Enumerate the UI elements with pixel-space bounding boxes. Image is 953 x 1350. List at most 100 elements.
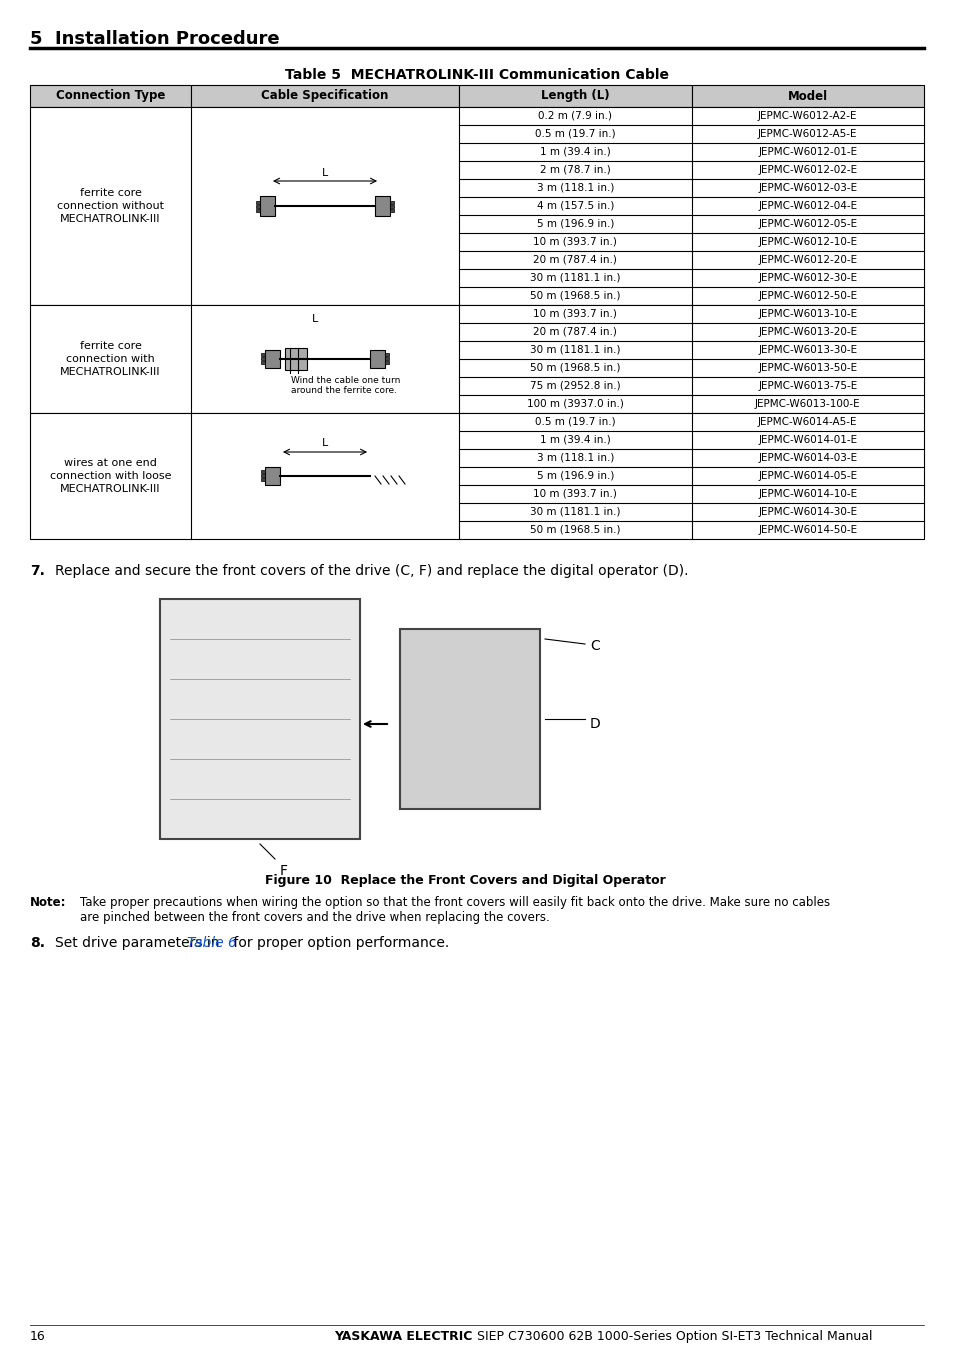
Text: 2 m (78.7 in.): 2 m (78.7 in.) xyxy=(539,165,610,176)
Text: Cable Specification: Cable Specification xyxy=(261,89,388,103)
Bar xyxy=(285,348,307,370)
Text: MECHATROLINK-III: MECHATROLINK-III xyxy=(60,485,160,494)
Text: 16: 16 xyxy=(30,1330,46,1343)
Text: MECHATROLINK-III: MECHATROLINK-III xyxy=(60,367,160,377)
Text: 20 m (787.4 in.): 20 m (787.4 in.) xyxy=(533,327,617,338)
Text: JEPMC-W6013-100-E: JEPMC-W6013-100-E xyxy=(754,400,860,409)
Text: L: L xyxy=(321,437,328,448)
Text: Take proper precautions when wiring the option so that the front covers will eas: Take proper precautions when wiring the … xyxy=(80,896,829,923)
Text: YASKAWA ELECTRIC: YASKAWA ELECTRIC xyxy=(334,1330,476,1343)
Bar xyxy=(458,85,691,107)
Bar xyxy=(261,470,265,472)
Bar xyxy=(265,350,280,369)
Text: JEPMC-W6013-75-E: JEPMC-W6013-75-E xyxy=(758,381,857,392)
Text: 10 m (393.7 in.): 10 m (393.7 in.) xyxy=(533,238,617,247)
Text: JEPMC-W6012-01-E: JEPMC-W6012-01-E xyxy=(758,147,857,157)
Bar xyxy=(691,85,923,107)
Text: 1 m (39.4 in.): 1 m (39.4 in.) xyxy=(539,435,610,446)
Text: 8.: 8. xyxy=(30,936,45,950)
Bar xyxy=(399,629,539,809)
Text: 30 m (1181.1 in.): 30 m (1181.1 in.) xyxy=(530,346,620,355)
Text: JEPMC-W6012-10-E: JEPMC-W6012-10-E xyxy=(758,238,857,247)
Text: SIEP C730600 62B 1000-Series Option SI-ET3 Technical Manual: SIEP C730600 62B 1000-Series Option SI-E… xyxy=(476,1330,872,1343)
Text: 50 m (1968.5 in.): 50 m (1968.5 in.) xyxy=(530,292,620,301)
Bar xyxy=(370,350,385,369)
Text: connection with: connection with xyxy=(66,354,154,364)
Text: Model: Model xyxy=(787,89,827,103)
Bar xyxy=(255,205,260,208)
Bar xyxy=(261,352,265,356)
Text: 10 m (393.7 in.): 10 m (393.7 in.) xyxy=(533,309,617,319)
Text: JEPMC-W6012-05-E: JEPMC-W6012-05-E xyxy=(758,219,857,230)
Text: JEPMC-W6013-10-E: JEPMC-W6013-10-E xyxy=(758,309,857,319)
Text: ferrite core: ferrite core xyxy=(79,188,141,198)
Text: JEPMC-W6014-30-E: JEPMC-W6014-30-E xyxy=(758,508,857,517)
Text: 5 m (196.9 in.): 5 m (196.9 in.) xyxy=(537,219,614,230)
Text: 75 m (2952.8 in.): 75 m (2952.8 in.) xyxy=(530,381,620,392)
Text: connection without: connection without xyxy=(57,201,164,211)
Text: 30 m (1181.1 in.): 30 m (1181.1 in.) xyxy=(530,508,620,517)
Text: JEPMC-W6014-50-E: JEPMC-W6014-50-E xyxy=(758,525,857,535)
Text: JEPMC-W6012-20-E: JEPMC-W6012-20-E xyxy=(758,255,857,265)
Bar xyxy=(390,209,394,212)
Bar xyxy=(385,356,389,360)
Bar xyxy=(30,305,923,413)
Text: L: L xyxy=(312,315,317,324)
Bar xyxy=(261,360,265,365)
Text: around the ferrite core.: around the ferrite core. xyxy=(291,386,396,396)
Text: 10 m (393.7 in.): 10 m (393.7 in.) xyxy=(533,489,617,500)
Text: 4 m (157.5 in.): 4 m (157.5 in.) xyxy=(537,201,614,211)
Bar xyxy=(255,201,260,204)
Text: D: D xyxy=(589,717,600,730)
Text: F: F xyxy=(280,864,288,878)
Bar xyxy=(260,196,274,216)
Text: connection with loose: connection with loose xyxy=(50,471,171,481)
Text: JEPMC-W6012-02-E: JEPMC-W6012-02-E xyxy=(758,165,857,176)
Bar xyxy=(30,107,923,305)
Text: JEPMC-W6012-A2-E: JEPMC-W6012-A2-E xyxy=(758,111,857,122)
Text: 0.2 m (7.9 in.): 0.2 m (7.9 in.) xyxy=(537,111,612,122)
Text: 30 m (1181.1 in.): 30 m (1181.1 in.) xyxy=(530,273,620,284)
Bar xyxy=(390,201,394,204)
Bar xyxy=(255,209,260,212)
Text: Set drive parameters in: Set drive parameters in xyxy=(55,936,224,950)
Text: JEPMC-W6012-30-E: JEPMC-W6012-30-E xyxy=(758,273,857,284)
Text: JEPMC-W6013-20-E: JEPMC-W6013-20-E xyxy=(758,327,857,338)
Bar xyxy=(375,196,390,216)
Text: Figure 10  Replace the Front Covers and Digital Operator: Figure 10 Replace the Front Covers and D… xyxy=(264,873,664,887)
Text: L: L xyxy=(321,167,328,178)
Text: 3 m (118.1 in.): 3 m (118.1 in.) xyxy=(537,454,614,463)
Bar xyxy=(261,478,265,481)
Text: Replace and secure the front covers of the drive (C, F) and replace the digital : Replace and secure the front covers of t… xyxy=(55,564,688,578)
Text: Table 5  MECHATROLINK-III Communication Cable: Table 5 MECHATROLINK-III Communication C… xyxy=(285,68,668,82)
Bar xyxy=(385,360,389,365)
Text: wires at one end: wires at one end xyxy=(64,458,156,468)
Text: 7.: 7. xyxy=(30,564,45,578)
Text: ferrite core: ferrite core xyxy=(79,342,141,351)
Text: 0.5 m (19.7 in.): 0.5 m (19.7 in.) xyxy=(535,417,615,427)
Text: C: C xyxy=(589,639,599,653)
Text: 5  Installation Procedure: 5 Installation Procedure xyxy=(30,30,279,49)
Text: Note:: Note: xyxy=(30,896,67,909)
Bar xyxy=(261,474,265,477)
Text: JEPMC-W6012-04-E: JEPMC-W6012-04-E xyxy=(758,201,857,211)
Text: JEPMC-W6013-30-E: JEPMC-W6013-30-E xyxy=(758,346,857,355)
Text: JEPMC-W6014-01-E: JEPMC-W6014-01-E xyxy=(758,435,857,446)
Text: 100 m (3937.0 in.): 100 m (3937.0 in.) xyxy=(526,400,623,409)
Text: 50 m (1968.5 in.): 50 m (1968.5 in.) xyxy=(530,363,620,373)
Text: JEPMC-W6012-50-E: JEPMC-W6012-50-E xyxy=(758,292,857,301)
Text: 0.5 m (19.7 in.): 0.5 m (19.7 in.) xyxy=(535,130,615,139)
Bar xyxy=(191,85,458,107)
Bar xyxy=(261,356,265,360)
Text: JEPMC-W6013-50-E: JEPMC-W6013-50-E xyxy=(758,363,857,373)
Text: MECHATROLINK-III: MECHATROLINK-III xyxy=(60,215,160,224)
Bar xyxy=(265,467,280,485)
Text: JEPMC-W6012-03-E: JEPMC-W6012-03-E xyxy=(758,184,857,193)
Text: 5 m (196.9 in.): 5 m (196.9 in.) xyxy=(537,471,614,481)
Text: for proper option performance.: for proper option performance. xyxy=(229,936,449,950)
Text: Length (L): Length (L) xyxy=(540,89,609,103)
Text: Table 6: Table 6 xyxy=(187,936,236,950)
Bar xyxy=(390,205,394,208)
Bar xyxy=(385,352,389,356)
Bar xyxy=(30,413,923,539)
